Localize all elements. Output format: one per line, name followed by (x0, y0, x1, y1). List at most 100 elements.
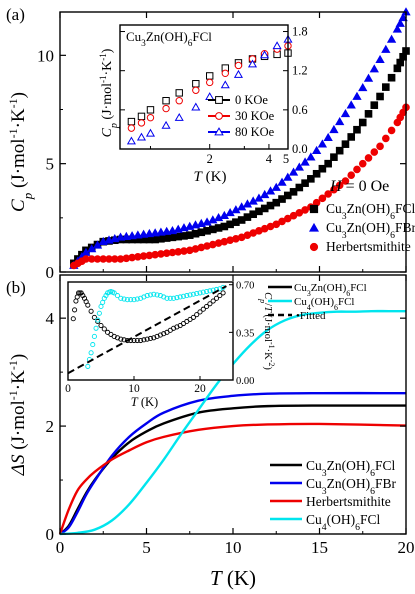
data-point (146, 113, 155, 122)
data-point (90, 342, 96, 348)
data-point (335, 181, 344, 190)
legend-marker (214, 127, 224, 136)
legend-marker (215, 96, 223, 104)
data-point (370, 101, 379, 109)
data-point (191, 102, 201, 111)
data-point (124, 297, 130, 303)
y-tick-label: 0.00 (236, 376, 254, 387)
data-point (329, 124, 339, 134)
data-point (358, 159, 367, 168)
x-tick-label: 15 (311, 538, 328, 557)
data-point (207, 301, 213, 307)
x-tick-label: 5 (142, 538, 151, 557)
inset-x-axis-label: T (K) (194, 169, 227, 185)
data-point (358, 83, 368, 92)
data-point (272, 41, 282, 50)
data-point (121, 231, 131, 240)
legend-label: Cu3Zn(OH)6FBr (306, 476, 396, 497)
legend-label: Cu3Zn(OH)6FCl (294, 282, 367, 298)
data-point (221, 69, 229, 77)
data-point (353, 165, 361, 174)
y-tick-label: 2 (46, 417, 55, 436)
legend-label: Cu3Zn(OH)6FCl (326, 201, 415, 222)
inset-series-80-koe (126, 34, 293, 145)
data-point (294, 162, 304, 171)
series-herbertsmithite (70, 103, 410, 270)
data-point (369, 64, 379, 73)
legend-label: Cu3Zn(OH)6FCl (306, 458, 395, 479)
data-point (131, 297, 137, 303)
data-point (208, 215, 218, 224)
data-point (162, 104, 170, 113)
legend-label: Cu3Zn(OH)6FBr (326, 220, 415, 241)
data-point (375, 54, 385, 64)
data-point (247, 59, 258, 68)
data-point (301, 179, 309, 187)
x-tick-label: 4 (266, 152, 273, 166)
data-point (197, 309, 203, 315)
data-point (376, 92, 384, 101)
data-point (118, 295, 124, 301)
data-point (162, 97, 170, 105)
data-point (260, 50, 270, 59)
y-tick-label: 5 (46, 155, 55, 174)
data-point (220, 80, 230, 89)
inset-a-frame (119, 24, 289, 150)
x-tick-label: 20 (398, 538, 415, 557)
data-point (213, 295, 220, 301)
legend-label: Herbertsmithite (326, 239, 411, 254)
data-point (133, 230, 143, 239)
data-point (147, 292, 154, 298)
x-tick-label: 10 (128, 383, 140, 395)
data-point (192, 86, 200, 94)
data-point (137, 119, 146, 127)
series-herbertsmithite (58, 422, 407, 535)
data-point (134, 337, 140, 344)
series-cu3zn-oh-6fbr (59, 391, 407, 535)
data-point (177, 294, 183, 300)
data-point (376, 142, 384, 151)
data-point (137, 112, 146, 121)
inset-y-axis-label: Cp/T (J·mol-1·K-2) (259, 292, 277, 370)
data-point (364, 110, 373, 118)
data-point (392, 24, 403, 33)
data-point (387, 126, 396, 135)
y-tick-label: 0.6 (292, 103, 308, 117)
data-point (341, 140, 350, 148)
data-point (200, 289, 206, 295)
data-point (100, 299, 106, 305)
data-point (213, 213, 224, 222)
data-point (234, 61, 243, 70)
legend-label: 0 KOe (235, 93, 268, 107)
data-point (154, 292, 160, 298)
legend-marker (215, 112, 223, 120)
y-tick-label: 0.0 (292, 142, 308, 156)
data-point (164, 295, 170, 301)
legend-marker (308, 222, 320, 232)
data-point (124, 337, 130, 344)
x-tick-label: 10 (225, 538, 242, 557)
data-point (141, 337, 147, 343)
data-point (115, 232, 126, 241)
data-point (145, 128, 156, 137)
data-point (194, 291, 200, 297)
data-point (192, 80, 200, 88)
data-point (323, 132, 333, 142)
data-point (204, 303, 210, 310)
data-point (96, 310, 102, 316)
inset-a: 2 4 50.0 0.6 1.2 1.8 Cu3Zn(OH)6FCl Cp (J·mol-1·… (98, 24, 308, 185)
panel-a: 0 5 10 (a) Cp (J·mol-1·K-1) H = 0 Oe Cu3Zn(OH)… (6, 5, 415, 282)
data-point (206, 72, 214, 80)
data-point (233, 69, 243, 78)
panel-label: (b) (6, 278, 26, 297)
data-point (70, 316, 76, 322)
data-point (88, 350, 94, 356)
inset-y-axis-label: Cp (J·mol-1·K-1) (98, 48, 120, 137)
y-axis-label: ΔS (J·mol-1·K-1) (6, 354, 29, 476)
data-point (324, 159, 332, 168)
inset-x-axis-label: T (K) (131, 395, 158, 409)
inset-b-frame (67, 281, 234, 381)
data-point (295, 183, 304, 192)
data-point (330, 185, 338, 194)
